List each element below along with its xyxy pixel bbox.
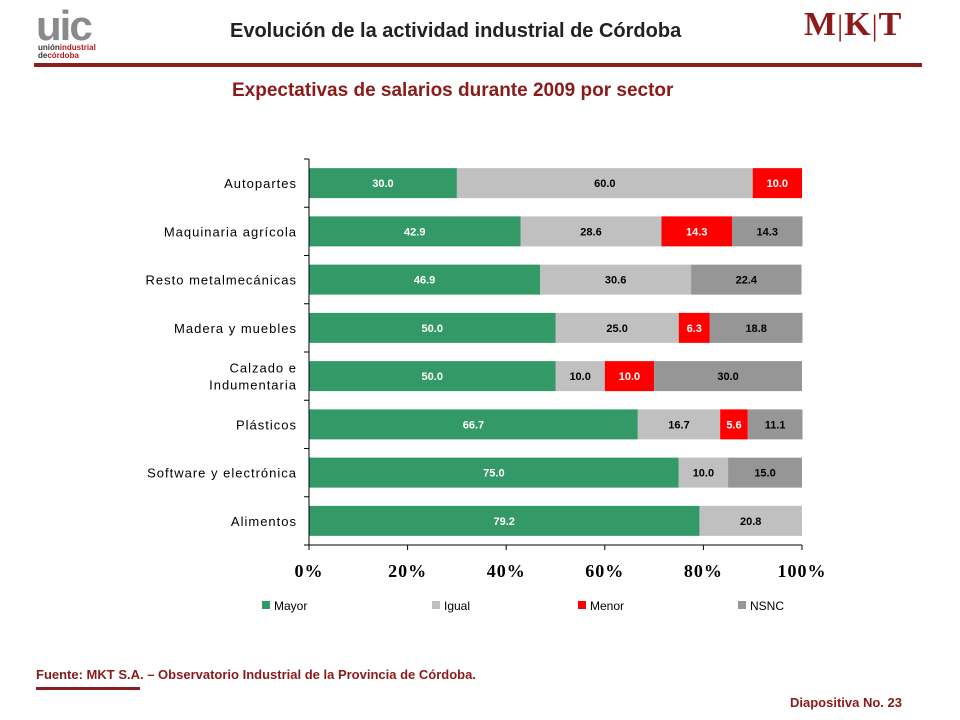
bar-segment <box>747 409 803 440</box>
mkt-logo-separator: | <box>837 9 845 42</box>
uic-logo-word-industrial: industrial <box>59 43 96 52</box>
bar-segment <box>555 312 679 343</box>
legend-label: Igual <box>444 599 470 613</box>
data-label: 16.7 <box>668 419 689 431</box>
legend-swatch <box>578 601 586 609</box>
mkt-logo-k: K <box>844 6 872 43</box>
category-label: Autopartes <box>224 176 297 191</box>
category-label: Resto metalmecánicas <box>146 273 298 288</box>
category-label: Plásticos <box>236 417 297 432</box>
bar-segment <box>309 216 521 247</box>
bar-segment <box>678 457 729 488</box>
data-label: 10.0 <box>569 371 590 383</box>
x-tick-label: 80% <box>684 561 723 581</box>
bar-segment <box>309 312 556 343</box>
x-tick-label: 0% <box>295 561 324 581</box>
data-label: 22.4 <box>736 275 758 287</box>
x-tick-label: 40% <box>487 561 526 581</box>
data-label: 14.3 <box>757 226 778 238</box>
bar-segment <box>555 361 605 392</box>
header-divider <box>34 63 922 67</box>
bar-segment <box>520 216 662 247</box>
legend-swatch <box>262 601 270 609</box>
bar-segment <box>540 264 692 295</box>
mkt-logo-t: T <box>878 6 903 43</box>
data-label: 10.0 <box>693 468 714 480</box>
category-label: Calzado e <box>229 361 297 376</box>
bar-segment <box>654 361 802 392</box>
data-label: 79.2 <box>494 516 515 528</box>
data-label: 60.0 <box>594 178 615 190</box>
bar-segment <box>720 409 748 440</box>
category-label: Madera y muebles <box>174 321 297 336</box>
chart-title: Expectativas de salarios durante 2009 po… <box>232 80 674 101</box>
data-label: 30.0 <box>372 178 393 190</box>
data-label: 10.0 <box>619 371 640 383</box>
legend-swatch <box>432 601 440 609</box>
data-label: 28.6 <box>580 226 601 238</box>
legend-label: NSNC <box>750 599 784 613</box>
uic-logo-main: uic <box>36 2 93 49</box>
category-label: Indumentaria <box>209 378 297 393</box>
uic-logo: uic uniónindustrial decórdoba <box>36 2 126 64</box>
bar-segment <box>731 216 803 247</box>
data-label: 11.1 <box>765 419 786 431</box>
bar-segment <box>661 216 732 247</box>
legend-swatch <box>738 601 746 609</box>
uic-logo-word-union: unión <box>38 43 60 52</box>
source-note: Fuente: MKT S.A. – Observatorio Industri… <box>36 667 476 682</box>
bar-segment <box>309 505 700 536</box>
mkt-logo: M|K|T <box>804 6 902 44</box>
bar-segment <box>309 457 679 488</box>
bar-segment <box>309 168 457 199</box>
mkt-logo-separator: | <box>871 9 879 42</box>
data-label: 5.6 <box>726 419 741 431</box>
data-label: 25.0 <box>606 323 627 335</box>
footer-divider <box>36 687 140 690</box>
data-label: 50.0 <box>422 323 443 335</box>
x-tick-label: 20% <box>388 561 427 581</box>
bar-segment <box>604 361 655 392</box>
bar-segment <box>699 505 802 536</box>
bar-segment <box>637 409 721 440</box>
bar-segment <box>309 264 541 295</box>
mkt-logo-m: M <box>804 6 838 43</box>
bar-segment <box>691 264 802 295</box>
category-label: Alimentos <box>231 514 297 529</box>
bar-segment <box>309 409 638 440</box>
category-label: Software y electrónica <box>147 466 297 481</box>
slide-number: Diapositiva No. 23 <box>790 695 902 710</box>
data-label: 15.0 <box>754 468 775 480</box>
uic-logo-word-de: de <box>38 51 48 60</box>
data-label: 10.0 <box>767 178 788 190</box>
data-label: 30.6 <box>605 275 626 287</box>
bar-segment <box>752 168 802 199</box>
data-label: 50.0 <box>422 371 443 383</box>
data-label: 14.3 <box>686 226 707 238</box>
data-label: 66.7 <box>463 419 484 431</box>
x-tick-label: 60% <box>585 561 624 581</box>
bar-segment <box>728 457 802 488</box>
uic-logo-word-cordoba: córdoba <box>47 51 79 60</box>
data-label: 46.9 <box>414 275 435 287</box>
data-label: 18.8 <box>745 323 766 335</box>
legend-label: Mayor <box>274 599 307 613</box>
data-label: 6.3 <box>687 323 702 335</box>
legend-label: Menor <box>590 599 624 613</box>
stacked-bar-chart: 30.0 60.0 10.0 Autopartes 42.9 28.6 14.3 14.3 Ma… <box>146 158 827 613</box>
data-label: 20.8 <box>740 516 761 528</box>
bar-segment <box>456 168 753 199</box>
bar-segment <box>309 361 556 392</box>
x-tick-label: 100% <box>778 561 827 581</box>
data-label: 75.0 <box>483 468 504 480</box>
category-label: Maquinaria agrícola <box>164 224 297 239</box>
data-label: 30.0 <box>717 371 738 383</box>
bar-segment <box>709 312 803 343</box>
page-title: Evolución de la actividad industrial de … <box>230 20 682 42</box>
bar-segment <box>678 312 710 343</box>
data-label: 42.9 <box>404 226 425 238</box>
